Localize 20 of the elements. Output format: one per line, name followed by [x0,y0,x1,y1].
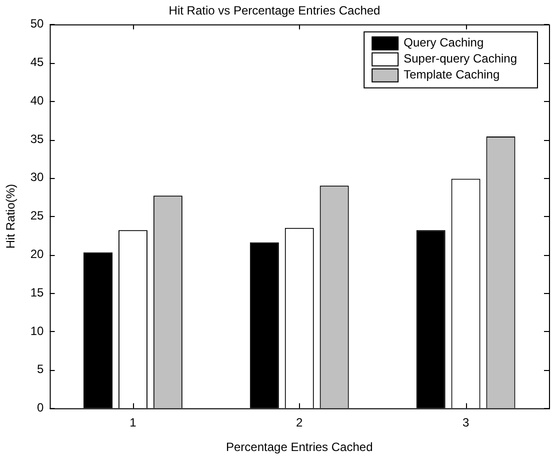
x-tick-label: 3 [462,416,470,430]
y-tick-label: 40 [30,93,44,108]
chart-title: Hit Ratio vs Percentage Entries Cached [168,4,380,18]
y-axis-title: Hit Ratio(%) [4,184,18,249]
y-tick-label: 10 [30,324,44,338]
legend-label: Template Caching [404,68,500,82]
y-tick-label: 15 [30,285,44,300]
legend-label: Super-query Caching [404,52,518,66]
y-tick-label: 25 [30,208,44,223]
y-tick-label: 35 [30,132,44,146]
y-tick-label: 45 [30,55,44,70]
legend-label: Query Caching [404,36,484,50]
y-tick-label: 0 [37,400,44,415]
y-tick-label: 5 [37,362,44,376]
y-tick-label: 50 [30,16,44,31]
y-tick-label: 30 [30,170,44,184]
x-tick-label: 2 [296,416,304,430]
y-tick-label: 20 [30,246,44,261]
x-tick-label: 1 [130,416,137,430]
x-axis-title: Percentage Entries Cached [226,440,373,454]
